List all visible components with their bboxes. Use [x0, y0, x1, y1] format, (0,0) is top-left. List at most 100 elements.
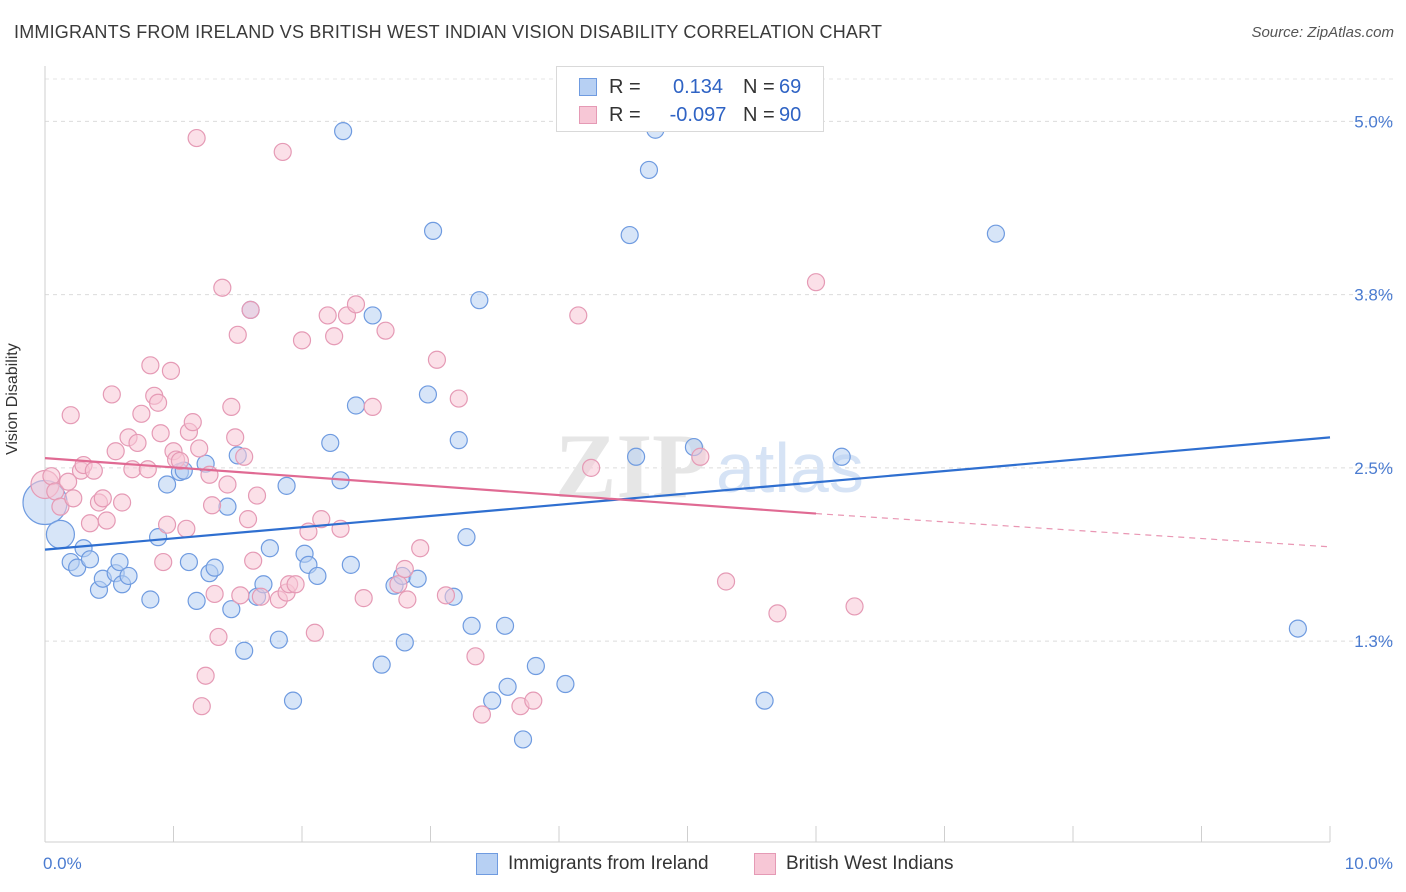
ireland-point: [1288, 619, 1307, 638]
ireland-point: [157, 475, 177, 494]
bwi-point: [582, 458, 601, 477]
ireland-point: [395, 633, 414, 652]
chart-title: IMMIGRANTS FROM IRELAND VS BRITISH WEST …: [14, 22, 883, 42]
ireland-point: [372, 655, 391, 674]
ireland-point: [513, 730, 533, 749]
bwi-point: [286, 575, 305, 594]
bwi-point: [312, 510, 331, 529]
legend-r-value-ireland: 0.134: [672, 75, 724, 98]
bwi-point: [170, 451, 190, 471]
bwi-point: [449, 389, 468, 408]
ireland-point: [423, 221, 443, 240]
legend-n-label: N =: [743, 103, 775, 126]
bwi-point: [161, 361, 181, 380]
bwi-point: [244, 551, 263, 570]
ireland-point: [222, 600, 241, 619]
ireland-point: [639, 160, 659, 180]
ireland-point: [457, 528, 476, 547]
ireland-point: [283, 691, 303, 710]
ireland-point: [148, 528, 168, 547]
ireland-point: [119, 566, 138, 586]
ireland-point: [986, 224, 1006, 243]
bwi-point: [112, 493, 132, 512]
bwi-point: [389, 575, 408, 594]
bwi-point: [84, 461, 103, 480]
bwi-point: [42, 467, 61, 486]
bwi-point: [93, 489, 112, 508]
bwi-point: [398, 590, 417, 609]
bwi-point: [132, 404, 151, 423]
y-tick-label: 3.8%: [1354, 286, 1393, 305]
bwi-point: [190, 439, 209, 458]
bwi-point: [354, 589, 373, 608]
bwi-point: [97, 511, 116, 530]
x-tick-label: 0.0%: [43, 854, 82, 873]
bwi-point: [251, 587, 270, 606]
ireland-point: [277, 476, 296, 495]
bwi-point: [148, 393, 168, 412]
bwi-point: [305, 623, 324, 642]
ireland-point: [483, 691, 502, 710]
ireland-point: [363, 306, 382, 325]
bwi-point: [768, 604, 787, 623]
legend-r-value-bwi: -0.097: [669, 103, 727, 126]
ireland-point: [80, 550, 100, 569]
bwi-point: [196, 666, 215, 685]
y-tick-label: 2.5%: [1354, 459, 1393, 478]
ireland-point: [832, 447, 851, 466]
bottom-legend-swatch-bwi: [754, 853, 776, 875]
y-tick-label: 5.0%: [1354, 112, 1393, 131]
ireland-point: [205, 558, 224, 577]
ireland-point: [260, 539, 279, 558]
ireland-point: [45, 519, 76, 549]
bottom-legend-bwi[interactable]: British West Indians: [754, 852, 954, 876]
x-tick-label: 10.0%: [1345, 854, 1393, 873]
bwi-point: [226, 428, 245, 447]
legend-n-label: N =: [743, 75, 775, 98]
bwi-point: [177, 519, 196, 538]
bwi-point: [213, 278, 232, 297]
ireland-point: [526, 656, 545, 676]
ireland-point: [218, 497, 237, 516]
ireland-point: [341, 555, 360, 574]
bwi-point: [235, 447, 254, 466]
bwi-point: [51, 497, 70, 516]
bwi-point: [472, 705, 491, 724]
ireland-trend-line: [44, 436, 1331, 551]
ireland-point: [462, 616, 481, 635]
bwi-point: [80, 514, 100, 533]
legend-swatch-ireland: [579, 78, 597, 96]
bwi-point: [363, 397, 382, 416]
bwi-point: [427, 350, 447, 369]
legend-n-value-bwi: 90: [779, 103, 802, 126]
bwi-point: [205, 584, 224, 604]
ireland-point: [620, 225, 639, 245]
bwi-point: [806, 273, 826, 292]
bwi-point: [183, 413, 202, 432]
legend-r-label: R =: [609, 75, 641, 98]
bottom-legend-ireland[interactable]: Immigrants from Ireland: [476, 852, 709, 876]
ireland-point: [418, 385, 438, 404]
bwi-point: [209, 627, 228, 647]
bwi-point: [154, 552, 173, 572]
bottom-legend-label-ireland: Immigrants from Ireland: [508, 853, 709, 874]
ireland-point: [141, 590, 160, 609]
bwi-point: [325, 327, 344, 346]
bwi-point: [318, 306, 337, 325]
ireland-point: [498, 677, 517, 696]
ireland-point: [470, 291, 489, 310]
bwi-point: [376, 321, 395, 340]
source-label: Source: ZipAtlas.com: [1251, 24, 1394, 41]
legend-swatch-bwi: [579, 106, 597, 124]
bwi-point: [411, 539, 430, 558]
legend-n-value-ireland: 69: [779, 75, 802, 98]
ireland-point: [408, 569, 427, 588]
bwi-point: [466, 647, 485, 666]
bwi-point: [436, 586, 456, 605]
ireland-point: [68, 558, 87, 577]
ireland-point: [235, 641, 254, 660]
ireland-point: [269, 630, 288, 649]
bottom-legend-swatch-ireland: [476, 853, 498, 875]
ireland-point: [556, 674, 575, 694]
bwi-trend-line: [44, 457, 817, 515]
